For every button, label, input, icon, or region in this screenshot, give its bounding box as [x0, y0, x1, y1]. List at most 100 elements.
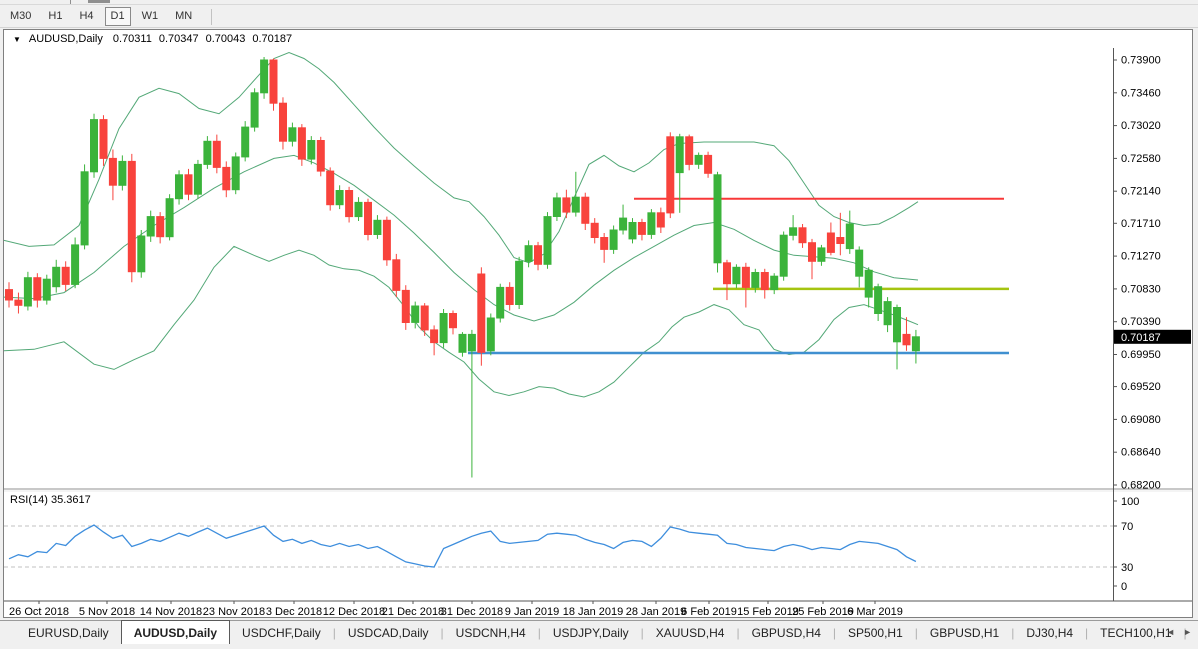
candle-body [5, 289, 13, 301]
symbol-tab-gbpusd-h1[interactable]: GBPUSD,H1 [929, 625, 1000, 640]
chart-symbol-label: AUDUSD,Daily [28, 33, 103, 45]
candle-body [241, 126, 250, 158]
candle-body [817, 247, 826, 262]
symbol-tab-dj30-h4[interactable]: DJ30,H4 [1026, 625, 1074, 640]
candle-body [439, 313, 448, 344]
tab-scroll-right-icon[interactable]: ► [1183, 627, 1192, 637]
candle-body [33, 277, 42, 301]
candle-body [297, 127, 306, 160]
symbol-tab-audusd-daily[interactable]: AUDUSD,Daily [120, 620, 231, 644]
symbol-tab-eurusd-daily[interactable]: EURUSD,Daily [28, 625, 109, 640]
candle-body [250, 92, 259, 128]
candle-body [326, 170, 335, 206]
chart-window: ▼ AUDUSD,Daily 0.70311 0.70347 0.70043 0… [3, 29, 1193, 618]
candle-body [14, 299, 23, 306]
candle-body [515, 260, 524, 306]
symbol-tab-usdcnh-h4[interactable]: USDCNH,H4 [455, 625, 526, 640]
ohlc-open: 0.70311 [112, 33, 152, 45]
date-axis-label: 9 Jan 2019 [505, 606, 559, 617]
candle-body [345, 190, 354, 218]
date-axis-label: 15 Feb 2019 [737, 606, 799, 617]
rsi-axis-label: 0 [1121, 581, 1127, 593]
date-axis-label: 21 Dec 2018 [382, 606, 444, 617]
candle-body [175, 174, 183, 200]
timeframe-button-mn[interactable]: MN [169, 7, 198, 26]
candle-body [212, 140, 221, 168]
ohlc-high: 0.70347 [158, 33, 199, 45]
candle-body [543, 216, 552, 265]
symbol-tab-usdcad-daily[interactable]: USDCAD,Daily [347, 625, 429, 640]
candle-body [571, 196, 580, 213]
candle-body [600, 237, 609, 250]
timeframe-button-w1[interactable]: W1 [136, 7, 165, 26]
date-axis-label: 25 Feb 2019 [792, 606, 854, 617]
date-axis-label: 28 Jan 2019 [626, 606, 687, 617]
candle-body [477, 273, 486, 353]
price-axis-label: 0.72140 [1121, 186, 1161, 198]
symbol-tab-xauusd-h4[interactable]: XAUUSD,H4 [655, 625, 725, 640]
timeframe-button-d1[interactable]: D1 [104, 7, 131, 26]
chart-menu-icon[interactable]: ▼ [13, 34, 21, 44]
candle-body [146, 216, 155, 237]
candle-body [156, 216, 165, 238]
candle-body [779, 234, 788, 277]
date-axis-label: 12 Dec 2018 [323, 606, 385, 617]
rsi-axis-label: 100 [1121, 496, 1139, 508]
tab-separator: | [440, 625, 444, 640]
candle-body [364, 201, 372, 235]
candle-body [90, 119, 98, 173]
tab-scroll-left-icon[interactable]: ◄ [1166, 627, 1176, 637]
price-axis-label: 0.73020 [1121, 120, 1161, 132]
price-axis-label: 0.70390 [1121, 316, 1161, 328]
symbol-tab-usdchf-daily[interactable]: USDCHF,Daily [242, 625, 321, 640]
price-axis-label: 0.71710 [1121, 218, 1161, 230]
date-axis-label: 26 Oct 2018 [9, 606, 69, 617]
date-axis-label: 6 Feb 2019 [681, 606, 737, 617]
symbol-tab-usdjpy-daily[interactable]: USDJPY,Daily [552, 625, 629, 640]
candle-body [893, 307, 901, 343]
candle-body [222, 166, 231, 191]
candle-body [392, 259, 401, 291]
tab-separator: | [914, 625, 918, 640]
candle-body [524, 245, 533, 262]
price-axis-label: 0.70830 [1121, 283, 1161, 295]
price-chart-canvas[interactable]: 0.73900 0.73460 0.73020 0.72580 0.72140 0.717… [4, 30, 1192, 617]
candle-body [193, 163, 202, 195]
price-axis-label: 0.69520 [1121, 381, 1161, 393]
candle-body [562, 197, 571, 213]
upper-toolbar-edge [0, 0, 1198, 5]
candle-body [23, 277, 32, 307]
symbol-tab-gbpusd-h4[interactable]: GBPUSD,H4 [751, 625, 821, 640]
chart-title-bar: ▼ AUDUSD,Daily 0.70311 0.70347 0.70043 0… [13, 33, 299, 45]
candle-body [685, 136, 694, 165]
timeframe-toolbar: M30 H1 H4 D1 W1 MN [0, 6, 1198, 28]
candle-body [732, 266, 741, 285]
candle-body [411, 305, 420, 323]
timeframe-button-h4[interactable]: H4 [73, 7, 99, 26]
candle-body [619, 217, 628, 231]
symbol-tab-tech100-h1[interactable]: TECH100,H1 [1100, 625, 1172, 640]
candle-body [505, 286, 514, 305]
date-axis-label: 18 Jan 2019 [563, 606, 624, 617]
candle-body [723, 262, 731, 285]
candle-body [760, 272, 769, 291]
tab-separator: | [537, 625, 541, 640]
price-axis-label: 0.68640 [1121, 447, 1161, 459]
candle-body [741, 266, 750, 288]
ohlc-low: 0.70043 [205, 33, 246, 45]
candle-body [826, 232, 835, 253]
candle-body [118, 160, 127, 186]
current-price-tag-value: 0.70187 [1121, 332, 1161, 344]
date-axis-label: 3 Dec 2018 [266, 606, 322, 617]
symbol-tab-sp500-h1[interactable]: SP500,H1 [848, 625, 903, 640]
tab-separator: | [1183, 625, 1187, 640]
candle-body [71, 244, 80, 285]
timeframe-button-h1[interactable]: H1 [42, 7, 68, 26]
timeframe-button-m30[interactable]: M30 [4, 7, 37, 26]
pressed-button-edge [88, 0, 110, 3]
candle-body [770, 275, 779, 291]
candle-body [836, 237, 845, 244]
candle-body [694, 154, 703, 165]
tab-separator: | [640, 625, 644, 640]
candle-body [373, 219, 382, 236]
